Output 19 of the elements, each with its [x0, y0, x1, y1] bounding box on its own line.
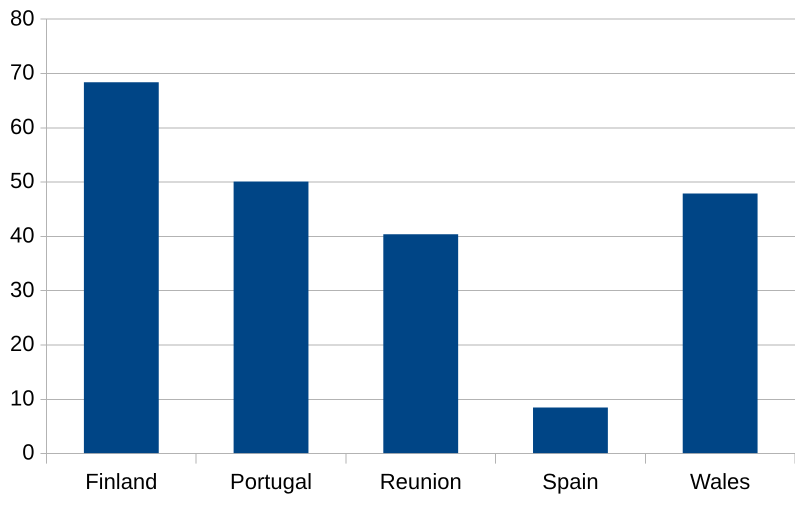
x-tick-label: Finland: [85, 468, 158, 494]
y-tick-label: 60: [10, 114, 34, 139]
x-tick-label: Portugal: [230, 468, 312, 494]
y-tick-label: 30: [10, 276, 34, 302]
bar: [234, 182, 308, 454]
bar: [533, 407, 608, 454]
bar: [383, 234, 458, 454]
y-tick-label: 20: [10, 331, 34, 356]
y-tick-label: 0: [22, 440, 34, 465]
y-tick-label: 10: [10, 385, 34, 410]
bar: [84, 82, 159, 454]
x-tick-label: Wales: [690, 468, 750, 494]
y-tick-label: 70: [10, 60, 34, 85]
y-tick-label: 80: [10, 5, 34, 30]
bar: [682, 194, 758, 454]
y-tick-label: 40: [10, 222, 34, 248]
x-tick-label: Spain: [542, 468, 599, 494]
y-tick-label: 50: [10, 168, 34, 194]
x-tick-label: Reunion: [380, 468, 462, 494]
